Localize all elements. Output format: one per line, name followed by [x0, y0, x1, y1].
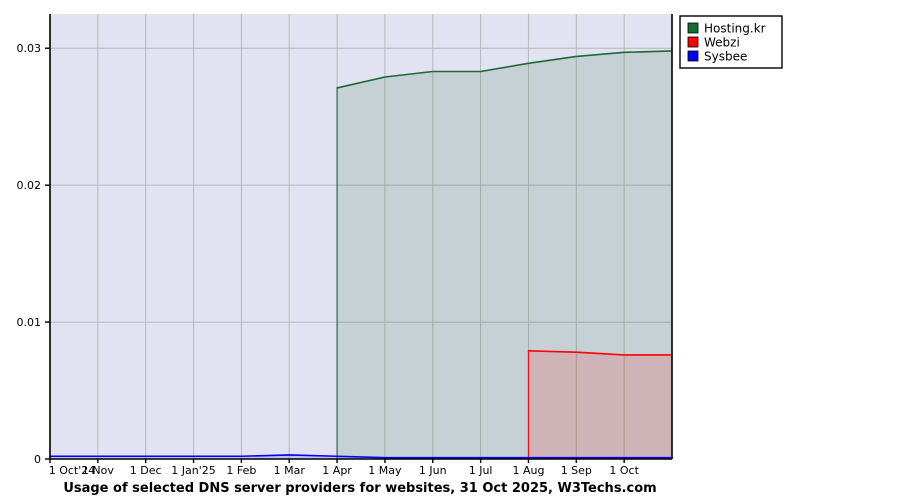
x-tick-label: 1 Nov [82, 464, 114, 477]
chart-caption: Usage of selected DNS server providers f… [63, 481, 656, 496]
legend-swatch-red[interactable] [687, 36, 699, 48]
x-tick-label: 1 Aug [512, 464, 544, 477]
series-lines [49, 50, 673, 459]
x-tick-label: 1 Oct'24 [49, 464, 96, 477]
series-line-hosting-kr [336, 50, 673, 89]
x-tick-label: 1 Feb [226, 464, 256, 477]
x-tick-label: 1 Dec [130, 464, 162, 477]
x-axis-tick-labels: 1 Oct'241 Nov 1 Dec 1 Jan'25 1 Feb 1 Mar 1 Ap… [49, 459, 640, 477]
series-line-sysbee [49, 454, 673, 459]
series-area-webzi [528, 350, 672, 459]
x-tick-label: 1 Sep [561, 464, 592, 477]
plot-area-background [50, 14, 672, 459]
x-tick-label: 1 Mar [274, 464, 306, 477]
x-tick-label: 1 Apr [322, 464, 352, 477]
axis-lines [49, 14, 673, 460]
y-tick-label: 0.03 [17, 42, 42, 55]
grid-lines [50, 14, 672, 459]
y-axis-tick-labels: 0 0.01 0.02 0.03 [17, 42, 50, 466]
x-tick-label: 1 May [368, 464, 402, 477]
y-tick-label: 0 [34, 453, 41, 466]
x-tick-label: 1 Jul [469, 464, 493, 477]
series-line-webzi [527, 350, 673, 356]
series-area-hosting-kr [337, 50, 672, 459]
y-tick-label: 0.01 [17, 316, 42, 329]
legend-label-sysbee[interactable]: Sysbee [704, 50, 747, 64]
y-tick-label: 0.02 [17, 179, 42, 192]
x-tick-label: 1 Jan'25 [171, 464, 215, 477]
legend-label-hosting-kr[interactable]: Hosting.kr [704, 22, 766, 36]
legend-label-webzi[interactable]: Webzi [704, 36, 740, 50]
x-tick-label: 1 Jun [419, 464, 447, 477]
x-tick-label: 1 Oct [609, 464, 639, 477]
legend-swatch-blue[interactable] [687, 50, 699, 62]
legend-swatch-green[interactable] [687, 22, 699, 34]
